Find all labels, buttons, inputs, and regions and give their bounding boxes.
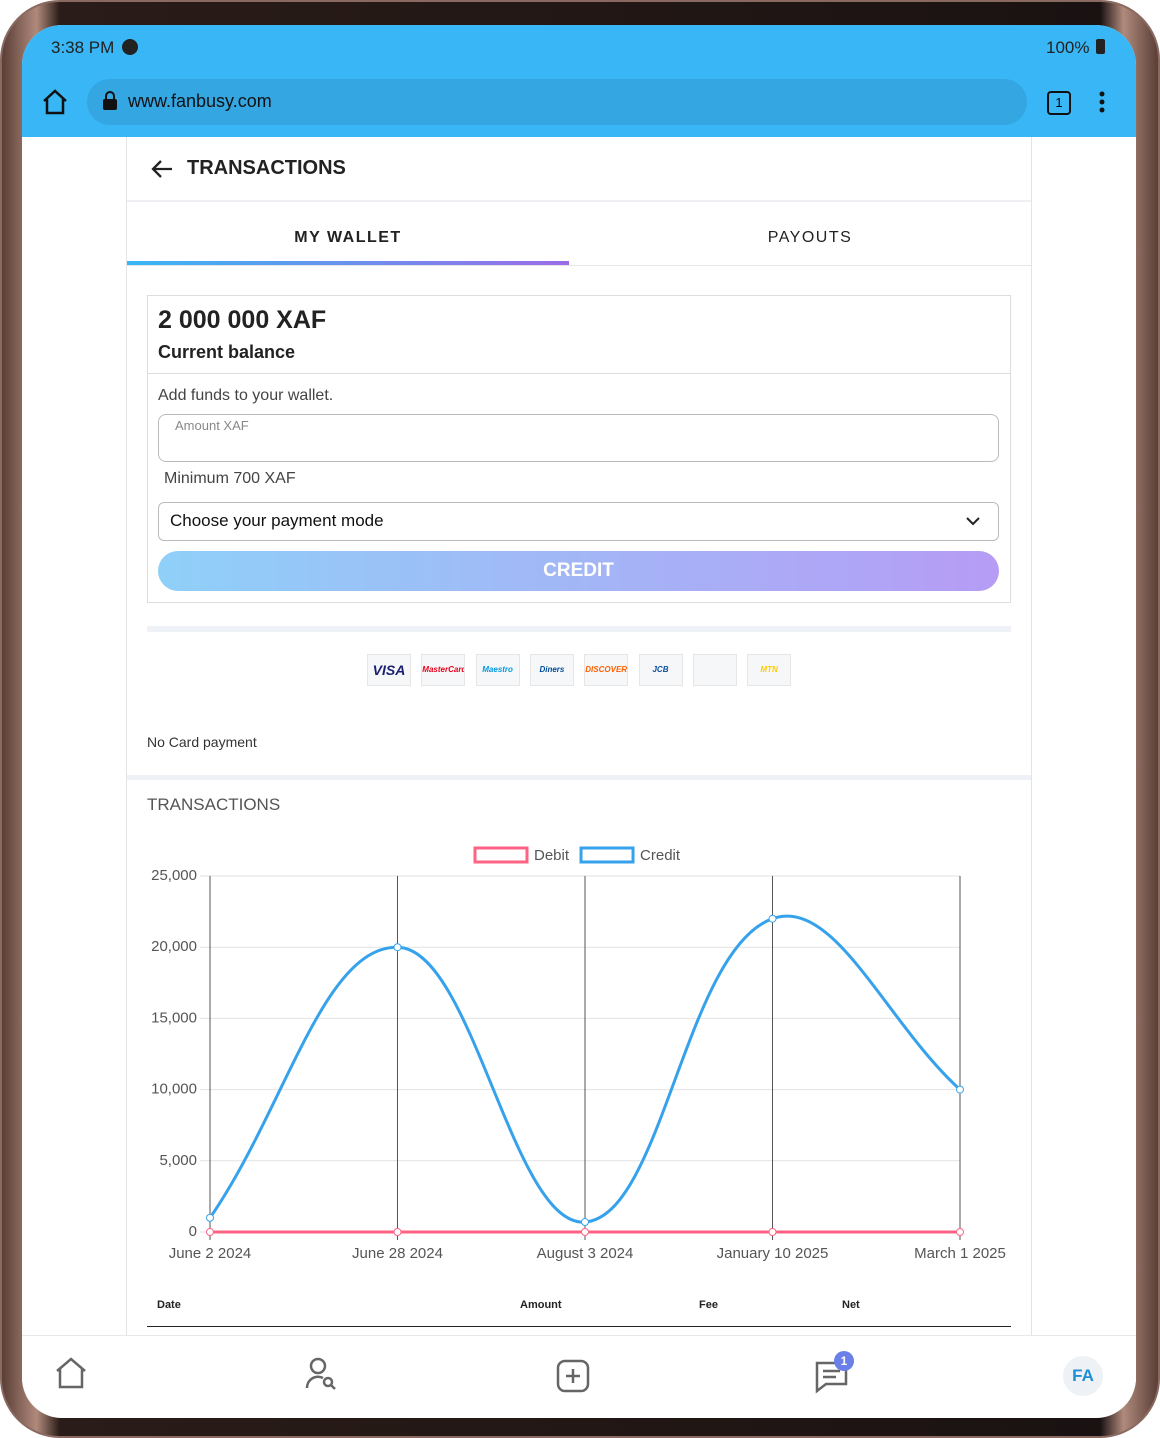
legend-label: Debit (534, 847, 570, 864)
lock-icon (103, 91, 117, 110)
x-tick-label: June 2 2024 (169, 1245, 252, 1262)
point (206, 1228, 214, 1236)
menu-button[interactable] (1096, 90, 1108, 114)
section-title: TRANSACTIONS (147, 795, 281, 814)
table-header: Net (842, 1299, 860, 1311)
table-header: Date (157, 1299, 181, 1311)
card-logo: MTN (747, 654, 792, 686)
card-logo (692, 654, 737, 686)
screen (22, 25, 1136, 1417)
x-tick-label: August 3 2024 (537, 1245, 634, 1262)
header-divider (127, 200, 1031, 202)
content-card (126, 137, 1032, 1335)
point (956, 1228, 964, 1236)
y-tick-label: 20,000 (151, 938, 197, 955)
amount-input[interactable] (158, 414, 999, 462)
tab-payouts[interactable]: PAYOUTS (767, 229, 853, 246)
legend-label: Credit (640, 847, 681, 864)
status-battery: 100% (1046, 38, 1090, 57)
balance: 2 000 000 XAF (158, 306, 327, 334)
card-logo: Maestro (475, 654, 520, 686)
point (393, 1228, 402, 1236)
message-badge: 1 (834, 1351, 854, 1371)
section-separator (127, 775, 1031, 780)
point (206, 1213, 214, 1222)
payment-select[interactable] (158, 502, 999, 541)
wallet-divider (148, 373, 1010, 374)
card-logo: DISCOVER (584, 654, 629, 686)
point (393, 943, 402, 952)
table-rule (147, 1326, 1011, 1327)
select-arrow (966, 517, 980, 526)
wallet-box (147, 295, 1011, 603)
nav-search[interactable] (304, 1356, 338, 1392)
point (768, 1228, 777, 1236)
x-tick-label: January 10 2025 (717, 1245, 829, 1262)
point (768, 914, 777, 923)
no-card-text: No Card payment (147, 734, 257, 750)
y-tick-label: 5,000 (159, 1152, 197, 1169)
amount-placeholder: Amount XAF (175, 418, 249, 433)
table-header: Fee (699, 1299, 718, 1311)
credit-button[interactable]: CREDIT (158, 551, 999, 591)
minimum-text: Minimum 700 XAF (164, 470, 296, 487)
x-tick-label: March 1 2025 (914, 1245, 1006, 1262)
status-time: 3:38 PM (51, 38, 115, 57)
legend-swatch (579, 846, 635, 864)
point (956, 1085, 964, 1094)
card-logo: MasterCard (421, 654, 466, 686)
add-funds-text: Add funds to your wallet. (158, 387, 334, 404)
battery-icon (1096, 39, 1105, 54)
payment-select-text: Choose your payment mode (170, 511, 384, 530)
page-title: TRANSACTIONS (187, 157, 346, 179)
y-tick-label: 15,000 (151, 1009, 197, 1026)
url-text: www.fanbusy.com (128, 91, 272, 111)
url-bar[interactable] (87, 79, 1027, 125)
back-button[interactable] (150, 158, 174, 180)
table-header: Amount (520, 1299, 562, 1311)
point (581, 1218, 589, 1227)
card-logo: VISA (367, 654, 411, 686)
y-tick-label: 10,000 (151, 1081, 197, 1098)
tab-divider (127, 265, 1031, 266)
balance-label: Current balance (158, 342, 296, 362)
legend-swatch (473, 846, 529, 864)
nav-add[interactable] (556, 1359, 590, 1393)
tab-wallet[interactable]: MY WALLET (294, 229, 402, 246)
x-tick-label: June 28 2024 (352, 1245, 443, 1262)
y-tick-label: 25,000 (151, 867, 197, 884)
spotify-icon (122, 39, 138, 55)
nav-home[interactable] (54, 1356, 88, 1390)
y-tick-label: 0 (189, 1223, 197, 1240)
card-logo: Diners Club (529, 654, 574, 686)
tab-count[interactable]: 1 (1047, 91, 1071, 115)
avatar[interactable]: FA (1063, 1356, 1103, 1396)
tab-indicator (127, 261, 569, 265)
card-logo: JCB (638, 654, 683, 686)
home-button[interactable] (40, 87, 70, 117)
point (581, 1228, 589, 1236)
separator (147, 626, 1011, 632)
